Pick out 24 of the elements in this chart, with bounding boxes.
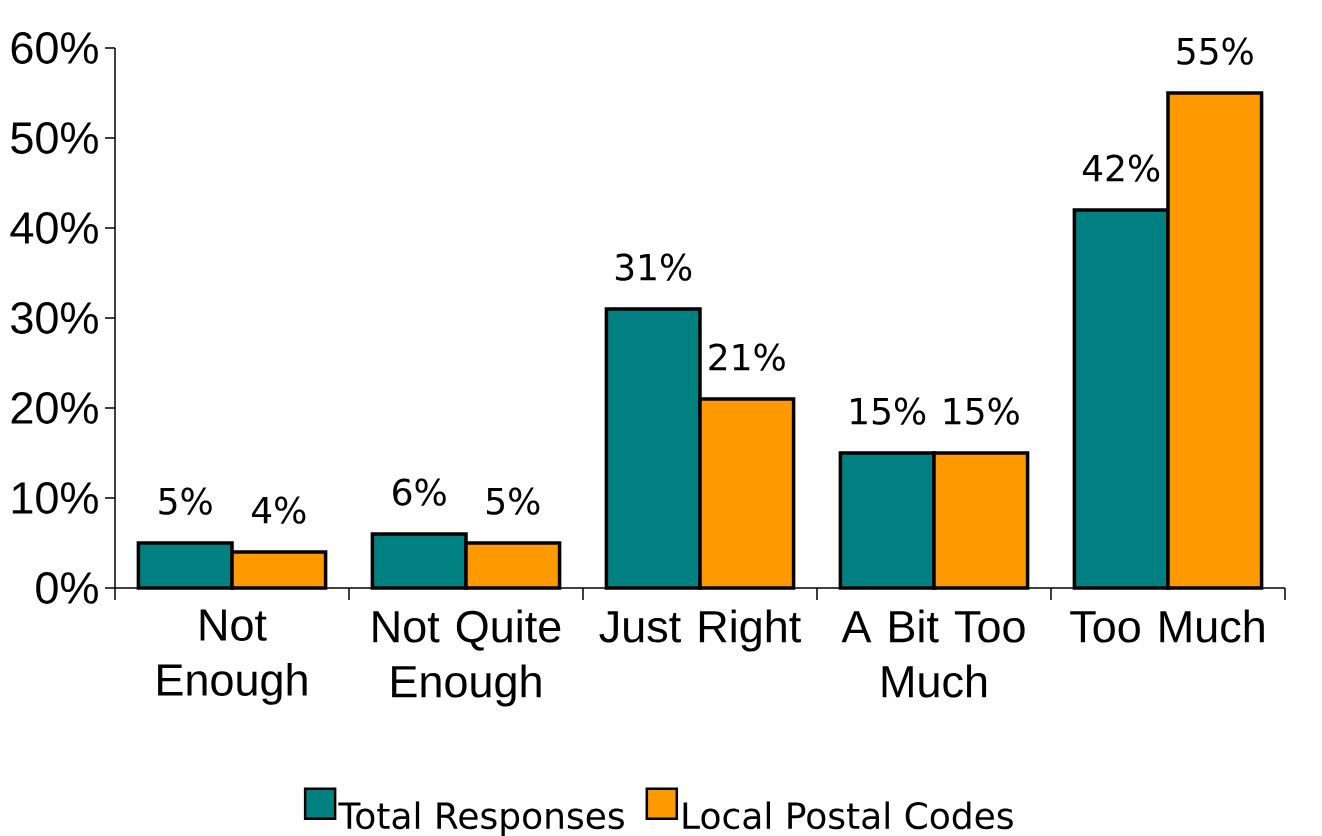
legend-label: Local Postal Codes (683, 801, 1013, 830)
y-tick-label: 30% (11, 302, 98, 334)
data-label: 31% (615, 253, 692, 281)
data-label: 6% (393, 478, 446, 506)
x-tick-label: Not Enough (158, 609, 307, 705)
legend-label: Total Responses (338, 801, 624, 836)
y-tick-label: 60% (11, 32, 98, 64)
x-tick-label: A Bit Too Much (841, 609, 1025, 698)
y-tick-label: 10% (12, 482, 98, 514)
data-label: 55% (1177, 37, 1253, 65)
data-label: 5% (487, 487, 540, 515)
data-label: 42% (1082, 154, 1160, 182)
y-tick-label: 20% (11, 392, 98, 424)
data-label: 4% (252, 496, 306, 524)
data-label: 5% (159, 487, 212, 515)
data-label: 15% (944, 397, 1019, 425)
x-tick-label: Not Quite Enough (373, 609, 561, 707)
y-tick-label: 0% (36, 572, 98, 604)
data-label: 15% (851, 397, 926, 425)
data-label: 21% (709, 343, 785, 371)
y-tick-label: 40% (10, 212, 98, 244)
y-tick-label: 50% (11, 122, 98, 154)
x-tick-label: Too Much (1070, 609, 1264, 643)
x-tick-label: Just Right (599, 609, 801, 652)
